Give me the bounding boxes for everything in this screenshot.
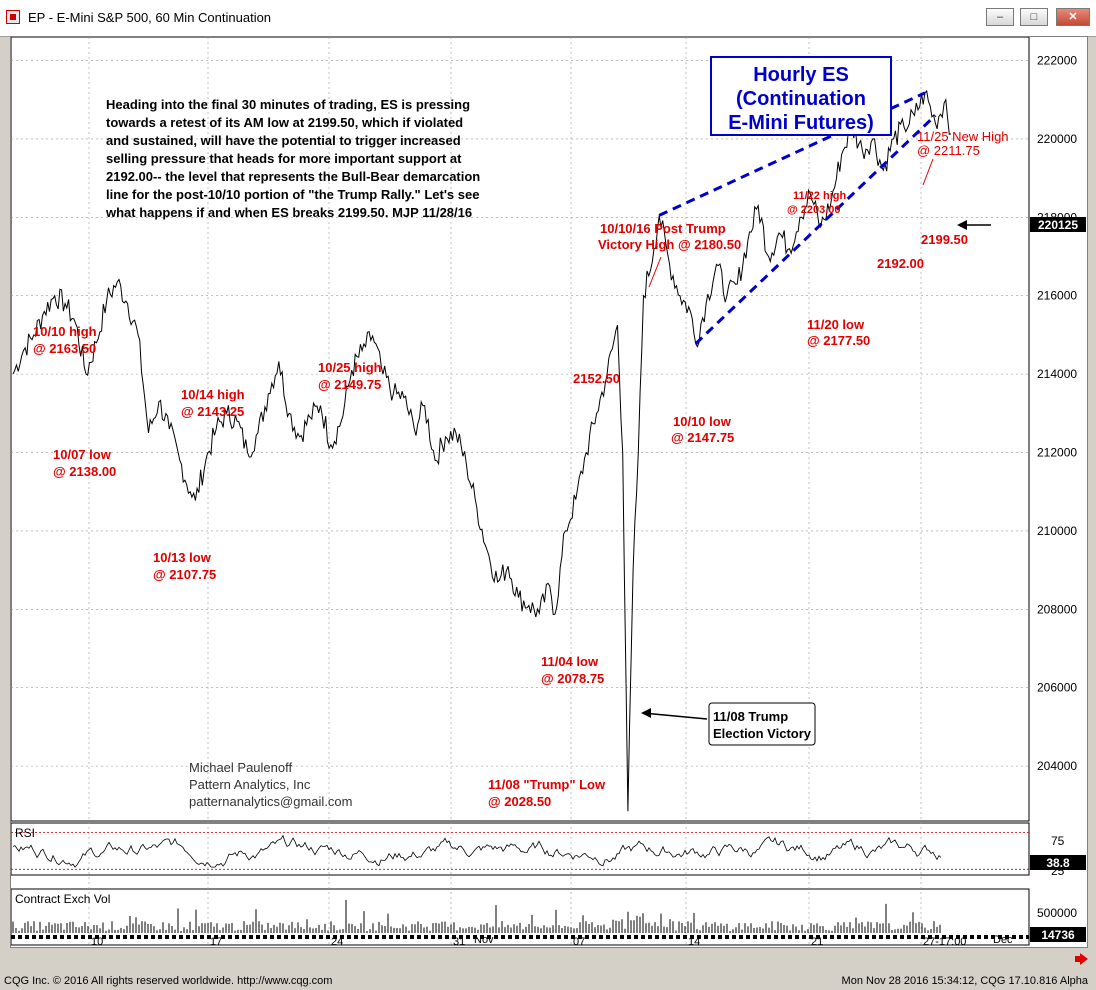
chart-title-box bbox=[710, 56, 892, 136]
callout-arrow bbox=[642, 712, 708, 720]
y-tick-label: 206000 bbox=[1037, 681, 1077, 695]
annotation-1120-low-l2: @ 2177.50 bbox=[807, 333, 870, 348]
annotation-1025-high-l1: 10/25 high bbox=[318, 360, 382, 375]
maximize-button[interactable]: □ bbox=[1020, 8, 1048, 26]
annotation-1007-low-l2: @ 2138.00 bbox=[53, 464, 116, 479]
callout-line-2: Election Victory bbox=[713, 726, 812, 741]
commentary-line: what happens if and when ES breaks 2199.… bbox=[105, 205, 472, 220]
window-title: EP - E-Mini S&P 500, 60 Min Continuation bbox=[28, 10, 272, 25]
y-tick-label: 214000 bbox=[1037, 367, 1077, 381]
app-icon bbox=[6, 10, 20, 24]
x-month-label: Nov bbox=[474, 934, 494, 946]
callout-line-1: 11/08 Trump bbox=[713, 709, 788, 724]
commentary-line: towards a retest of its AM low at 2199.5… bbox=[106, 115, 463, 130]
annotation-1010-low-b-l2: @ 2147.75 bbox=[671, 430, 734, 445]
chart-svg: 204000 206000 208000 210000 212000 214000 2160… bbox=[10, 36, 1086, 948]
x-tick-label: 10 bbox=[91, 936, 103, 947]
annotation-1125-high-l2: @ 2211.75 bbox=[917, 143, 980, 158]
window-titlebar: EP - E-Mini S&P 500, 60 Min Continuation… bbox=[0, 0, 1096, 37]
x-tick-label: 27-17:00 bbox=[923, 936, 966, 947]
annotation-post-trump-high-l2: Victory High @ 2180.50 bbox=[598, 237, 741, 252]
annotation-1007-low-l1: 10/07 low bbox=[53, 447, 112, 462]
price-series-line bbox=[12, 89, 952, 812]
volume-last-label: 14736 bbox=[1041, 928, 1075, 942]
rsi-panel-label: RSI bbox=[15, 826, 35, 840]
election-callout-box bbox=[708, 702, 816, 746]
y-tick-label: 212000 bbox=[1037, 446, 1077, 460]
chart-title-line-3: E-Mini Futures) bbox=[728, 112, 874, 134]
last-price-label: 220125 bbox=[1038, 218, 1078, 232]
new-high-leader bbox=[922, 158, 934, 186]
last-price-box bbox=[1030, 217, 1086, 232]
annotation-1125-high-l1: 11/25 New High bbox=[917, 129, 1009, 144]
chart-title-line-2: (Continuation bbox=[736, 88, 866, 110]
x-tick-label: 21 bbox=[811, 936, 823, 947]
close-button[interactable]: ✕ bbox=[1056, 8, 1090, 26]
annotation-post-trump-high-l1: 10/10/16 Post Trump bbox=[600, 221, 726, 236]
annotation-215250: 2152.50 bbox=[573, 371, 620, 386]
y-tick-label: 210000 bbox=[1037, 524, 1077, 538]
annotation-1010-low-b-l1: 10/10 low bbox=[673, 414, 732, 429]
annotation-1104-low-l2: @ 2078.75 bbox=[541, 671, 604, 686]
annotation-1013-low-l2: @ 2107.75 bbox=[153, 567, 216, 582]
annotation-1120-low-l1: 11/20 low bbox=[807, 317, 865, 332]
annotation-219200: 2192.00 bbox=[877, 256, 924, 271]
author-credit: Michael Paulenoff Pattern Analytics, Inc… bbox=[189, 760, 352, 809]
volume-panel bbox=[10, 888, 1030, 946]
rsi-series-line bbox=[12, 834, 942, 868]
trendline-lower bbox=[694, 114, 937, 345]
x-tick-label: 07 bbox=[573, 936, 585, 947]
author-company: Pattern Analytics, Inc bbox=[189, 777, 311, 792]
annotation-1010-high-l2: @ 2163.50 bbox=[33, 341, 96, 356]
status-timestamp: Mon Nov 28 2016 15:34:12, CQG 17.10.816 … bbox=[841, 975, 1088, 987]
scroll-right-arrow-icon[interactable] bbox=[1074, 951, 1090, 967]
commentary: Heading into the final 30 minutes of tra… bbox=[105, 97, 480, 220]
rsi-panel bbox=[10, 822, 1030, 876]
volume-panel-label: Contract Exch Vol bbox=[15, 892, 110, 906]
price-panel bbox=[10, 36, 1030, 822]
callout-arrowhead bbox=[641, 708, 651, 718]
annotation-1108-low-l1: 11/08 "Trump" Low bbox=[488, 777, 606, 792]
commentary-line: 2192.00-- the level that represents the … bbox=[106, 169, 480, 184]
author-email: patternanalytics@gmail.com bbox=[189, 794, 352, 809]
annotation-1122-high-l2: @ 2203.00 bbox=[787, 204, 841, 216]
annotation-1010-high-l1: 10/10 high bbox=[33, 324, 97, 339]
annotation-1014-high-l1: 10/14 high bbox=[181, 387, 245, 402]
y-tick-label: 208000 bbox=[1037, 602, 1077, 616]
status-copyright: CQG Inc. © 2016 All rights reserved worl… bbox=[4, 975, 333, 987]
volume-500000-label: 500000 bbox=[1037, 906, 1077, 920]
post-trump-leader bbox=[648, 256, 662, 288]
volume-last-box bbox=[1030, 927, 1086, 942]
y-tick-label: 216000 bbox=[1037, 289, 1077, 303]
rsi-last-label: 38.8 bbox=[1046, 856, 1070, 870]
x-month-label: Dec bbox=[993, 934, 1013, 946]
annotation-1025-high-l2: @ 2149.75 bbox=[318, 377, 381, 392]
annotation-1013-low-l1: 10/13 low bbox=[153, 550, 212, 565]
x-tick-label: 17 bbox=[210, 936, 222, 947]
annotation-1122-high-l1: 11/22 high bbox=[793, 190, 846, 202]
commentary-line: and sustained, will have the potential t… bbox=[106, 133, 461, 148]
annotation-219950: 2199.50 bbox=[921, 232, 968, 247]
author-name: Michael Paulenoff bbox=[189, 760, 292, 775]
chart-frame: 204000 206000 208000 210000 212000 214000 2160… bbox=[10, 36, 1088, 948]
chart-title-line-1: Hourly ES bbox=[753, 64, 849, 86]
rsi-75-label: 75 bbox=[1051, 834, 1065, 848]
horizontal-scrollbar[interactable] bbox=[10, 948, 1088, 970]
commentary-line: selling pressure that heads for more imp… bbox=[106, 151, 462, 166]
annotation-1108-low-l2: @ 2028.50 bbox=[488, 794, 551, 809]
commentary-line: Heading into the final 30 minutes of tra… bbox=[106, 97, 470, 112]
annotations: 10/10 high @ 2163.50 10/07 low @ 2138.00… bbox=[33, 129, 1009, 809]
y-tick-label: 220000 bbox=[1037, 132, 1077, 146]
annotation-1014-high-l2: @ 2143.25 bbox=[181, 404, 244, 419]
minimize-button[interactable]: – bbox=[986, 8, 1014, 26]
status-bar: CQG Inc. © 2016 All rights reserved worl… bbox=[0, 972, 1096, 990]
y-tick-label: 222000 bbox=[1037, 54, 1077, 68]
rsi-last-box bbox=[1030, 855, 1086, 870]
current-price-arrowhead bbox=[957, 220, 967, 230]
commentary-line: line for the post-10/10 portion of "the … bbox=[106, 187, 479, 202]
y-tick-label: 204000 bbox=[1037, 759, 1077, 773]
annotation-1104-low-l1: 11/04 low bbox=[541, 654, 599, 669]
